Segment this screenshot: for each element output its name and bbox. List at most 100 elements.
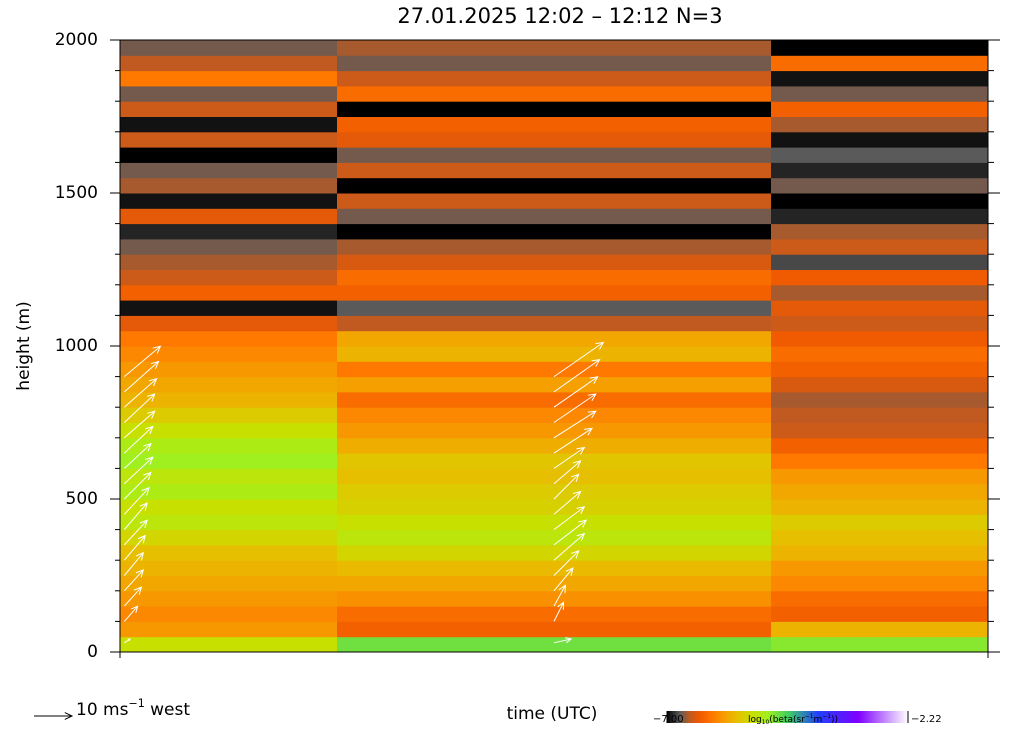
heatmap-cell bbox=[771, 499, 988, 515]
heatmap-cell bbox=[337, 254, 771, 270]
heatmap-cell bbox=[337, 483, 771, 500]
heatmap-cell bbox=[337, 453, 771, 469]
heatmap-cell bbox=[337, 330, 771, 347]
label-part: (beta(sr bbox=[769, 715, 805, 725]
heatmap-cell bbox=[120, 208, 337, 225]
wind-arrow bbox=[124, 345, 162, 377]
heatmap-cell bbox=[120, 116, 337, 133]
wind-arrow bbox=[553, 532, 586, 561]
heatmap-cell bbox=[120, 70, 337, 87]
heatmap-cell bbox=[771, 422, 988, 439]
wind-arrow bbox=[123, 393, 156, 423]
heatmap-cell bbox=[120, 621, 337, 638]
heatmap-cell bbox=[120, 85, 337, 102]
heatmap-cell bbox=[337, 300, 771, 316]
heatmap-cell bbox=[120, 238, 337, 255]
wind-arrow bbox=[553, 358, 601, 393]
heatmap-cell bbox=[771, 177, 988, 194]
heatmap-cell bbox=[120, 346, 337, 362]
heatmap-cell bbox=[337, 55, 771, 72]
heatmap-cell bbox=[771, 560, 988, 576]
heatmap-cell bbox=[120, 468, 337, 485]
heatmap-cell bbox=[771, 575, 988, 592]
heatmap-cell bbox=[771, 85, 988, 102]
heatmap-cell bbox=[120, 529, 337, 546]
wind-arrow bbox=[553, 637, 573, 644]
heatmap-cell bbox=[120, 177, 337, 194]
wind-arrow bbox=[553, 549, 580, 576]
heatmap-cell bbox=[771, 376, 988, 393]
heatmap-cell bbox=[337, 376, 771, 393]
heatmap-cell bbox=[771, 636, 988, 653]
label-part: −1 bbox=[805, 714, 814, 720]
heatmap-cell bbox=[120, 269, 337, 286]
wind-arrow bbox=[123, 425, 154, 454]
heatmap-cell bbox=[337, 85, 771, 102]
heatmap-cell bbox=[771, 55, 988, 72]
heatmap-cell bbox=[771, 223, 988, 240]
heatmap-cell bbox=[771, 529, 988, 546]
heatmap-cell bbox=[120, 437, 337, 454]
heatmap-cell bbox=[771, 468, 988, 485]
wind-arrow bbox=[123, 471, 152, 500]
heatmap-cell bbox=[337, 315, 771, 332]
heatmap-cell bbox=[337, 101, 771, 117]
heatmap-cell bbox=[337, 147, 771, 163]
heatmap-cell bbox=[771, 453, 988, 469]
heatmap-cell bbox=[120, 407, 337, 423]
wind-arrows bbox=[123, 341, 605, 644]
heatmap-cell bbox=[771, 483, 988, 500]
label-part: )) bbox=[831, 715, 838, 725]
heatmap-cell bbox=[337, 284, 771, 301]
x-axis-label: time (UTC) bbox=[507, 704, 598, 724]
wind-arrow bbox=[124, 410, 156, 439]
label-part: west bbox=[145, 700, 191, 720]
wind-arrow bbox=[553, 601, 565, 622]
heatmap-cell bbox=[120, 223, 337, 240]
heatmap-cell bbox=[771, 437, 988, 454]
heatmap-cell bbox=[120, 514, 337, 531]
colorbar-tick-label: −7.00 bbox=[653, 714, 684, 725]
wind-arrow bbox=[123, 551, 145, 576]
heatmap-cell bbox=[771, 238, 988, 255]
heatmap bbox=[120, 40, 988, 653]
heatmap-cell bbox=[120, 499, 337, 515]
legend: 10 ms−1 west −7.00 −2.22log10(beta(sr−1m−1… bbox=[34, 697, 942, 726]
heatmap-cell bbox=[120, 300, 337, 316]
heatmap-cell bbox=[337, 238, 771, 255]
heatmap-cell bbox=[337, 560, 771, 576]
y-tick-label: 1000 bbox=[55, 336, 98, 356]
legend-arrow bbox=[34, 712, 74, 720]
wind-arrow bbox=[123, 569, 145, 592]
label-part: 10 ms bbox=[76, 700, 129, 720]
wind-arrow bbox=[553, 393, 597, 423]
heatmap-cell bbox=[337, 422, 771, 439]
heatmap-cell bbox=[771, 147, 988, 163]
heatmap-cell bbox=[337, 162, 771, 179]
wind-arrow bbox=[123, 519, 148, 546]
wind-arrow bbox=[123, 502, 148, 530]
colorbar bbox=[667, 711, 908, 723]
heatmap-cell bbox=[337, 575, 771, 592]
heatmap-cell bbox=[120, 391, 337, 408]
heatmap-cell bbox=[120, 284, 337, 301]
heatmap-cell bbox=[120, 55, 337, 72]
heatmap-cell bbox=[771, 330, 988, 347]
heatmap-cell bbox=[771, 544, 988, 561]
heatmap-cell bbox=[337, 499, 771, 515]
heatmap-cell bbox=[771, 208, 988, 225]
heatmap-cell bbox=[120, 361, 337, 378]
heatmap-cell bbox=[771, 361, 988, 378]
heatmap-cell bbox=[337, 193, 771, 209]
label-part: m bbox=[814, 715, 823, 725]
label-part: −1 bbox=[128, 697, 144, 710]
heatmap-cell bbox=[771, 590, 988, 607]
heatmap-cell bbox=[337, 177, 771, 194]
heatmap-cell bbox=[771, 514, 988, 531]
heatmap-cell bbox=[120, 254, 337, 270]
heatmap-cell bbox=[771, 346, 988, 362]
heatmap-cell bbox=[771, 621, 988, 638]
heatmap-cell bbox=[120, 376, 337, 393]
heatmap-cell bbox=[337, 468, 771, 485]
